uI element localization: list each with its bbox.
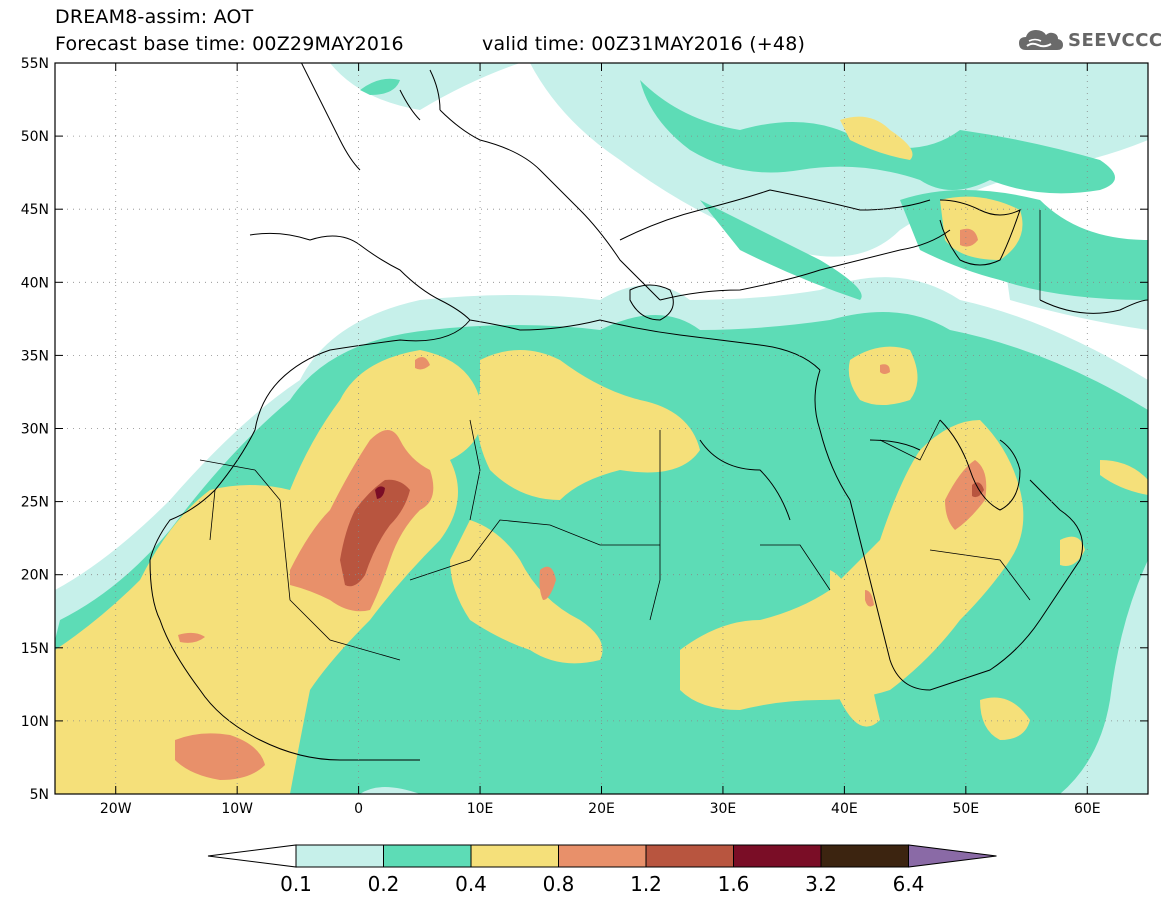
aot-field — [55, 63, 1148, 794]
lat-tick-label: 5N — [30, 787, 49, 803]
aot-contour-1.6 — [375, 486, 385, 499]
map-title: DREAM8-assim: AOT — [55, 6, 254, 28]
lat-tick-label: 45N — [21, 202, 49, 218]
colorbar-swatch — [558, 844, 647, 868]
lon-tick-label: 50E — [952, 801, 979, 817]
axis-ticks: 55N 50N 45N 40N 35N 30N 25N 20N 15N 10N 5N 20W 10W 0 1… — [21, 56, 1148, 817]
lon-tick-label: 0 — [354, 801, 363, 817]
colorbar-label: 0.1 — [280, 872, 312, 896]
colorbar-label: 1.2 — [630, 872, 662, 896]
colorbar-label: 3.2 — [805, 872, 837, 896]
lat-tick-label: 20N — [21, 568, 49, 584]
lat-tick-label: 25N — [21, 495, 49, 511]
lon-tick-label: 10W — [221, 801, 253, 817]
lat-tick-label: 15N — [21, 641, 49, 657]
colorbar-swatch — [733, 844, 822, 868]
lat-tick-label: 35N — [21, 348, 49, 364]
lon-tick-label: 20W — [100, 801, 132, 817]
lon-tick-label: 30E — [710, 801, 737, 817]
country-borders — [199, 210, 1041, 661]
lat-tick-label: 10N — [21, 714, 49, 730]
colorbar-label: 0.8 — [543, 872, 575, 896]
coastlines — [149, 63, 1148, 761]
lon-tick-label: 10E — [467, 801, 494, 817]
colorbar-under-arrow — [207, 844, 297, 868]
graticule — [55, 63, 1148, 794]
colorbar-label: 0.2 — [368, 872, 400, 896]
lon-tick-label: 20E — [588, 801, 615, 817]
colorbar-swatch — [383, 844, 472, 868]
colorbar-label: 0.4 — [455, 872, 487, 896]
colorbar-swatch — [470, 844, 559, 868]
forecast-base-time: Forecast base time: 00Z29MAY2016 — [55, 33, 404, 55]
colorbar-over-arrow — [908, 844, 997, 868]
cloud-icon — [1019, 30, 1063, 50]
colorbar-swatch — [645, 844, 734, 868]
colorbar-label: 6.4 — [893, 872, 925, 896]
colorbar: 0.1 0.2 0.4 0.8 1.2 1.6 3.2 6.4 — [207, 844, 997, 896]
lon-tick-label: 40E — [831, 801, 858, 817]
lon-tick-label: 60E — [1074, 801, 1101, 817]
colorbar-label: 1.6 — [718, 872, 750, 896]
logo-text: SEEVCCC — [1068, 29, 1163, 51]
lat-tick-label: 50N — [21, 129, 49, 145]
seevccc-logo: SEEVCCC — [1018, 25, 1163, 55]
colorbar-swatch — [820, 844, 909, 868]
lat-tick-label: 55N — [21, 56, 49, 72]
valid-time: valid time: 00Z31MAY2016 (+48) — [482, 33, 806, 55]
colorbar-swatch — [295, 844, 384, 868]
lat-tick-label: 40N — [21, 275, 49, 291]
lat-tick-label: 30N — [21, 422, 49, 438]
